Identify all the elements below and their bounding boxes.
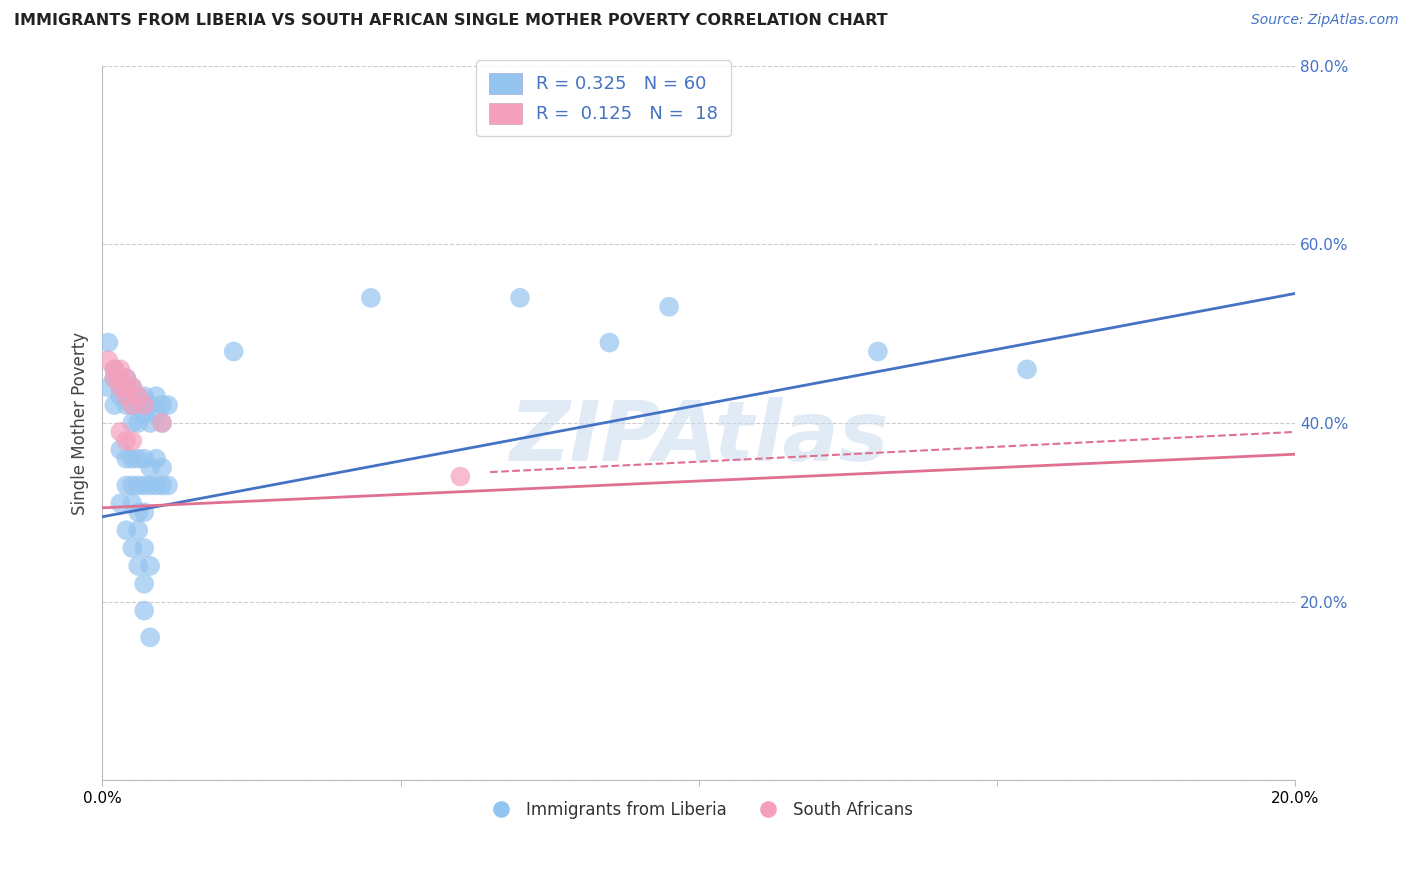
Point (222, 344, 245, 359)
Point (110, 371, 132, 385)
Point (121, 541, 143, 555)
Point (115, 398, 138, 412)
Point (103, 371, 125, 385)
Point (127, 478, 149, 492)
Point (115, 371, 138, 385)
Point (115, 434, 138, 448)
Point (150, 460, 173, 475)
Point (115, 451, 138, 466)
Point (103, 371, 125, 385)
Point (110, 380, 132, 394)
Point (139, 478, 162, 492)
Point (145, 407, 167, 421)
Point (157, 478, 180, 492)
Point (110, 380, 132, 394)
Point (110, 496, 132, 510)
Point (127, 505, 149, 519)
Point (1015, 362, 1038, 376)
Point (145, 478, 167, 492)
Point (150, 398, 173, 412)
Point (134, 451, 156, 466)
Point (121, 380, 143, 394)
Point (127, 558, 149, 573)
Point (134, 398, 156, 412)
Point (127, 523, 149, 537)
Point (127, 451, 149, 466)
Point (139, 416, 162, 430)
Point (139, 631, 162, 645)
Point (139, 558, 162, 573)
Point (134, 407, 156, 421)
Point (121, 416, 143, 430)
Point (134, 398, 156, 412)
Point (121, 389, 143, 403)
Point (360, 291, 382, 305)
Point (115, 380, 138, 394)
Point (150, 416, 173, 430)
Y-axis label: Single Mother Poverty: Single Mother Poverty (72, 332, 89, 515)
Point (97, 335, 120, 350)
Point (103, 398, 125, 412)
Point (121, 451, 143, 466)
Point (157, 398, 180, 412)
Point (110, 389, 132, 403)
Point (115, 523, 138, 537)
Point (121, 434, 143, 448)
Point (134, 603, 156, 617)
Point (145, 389, 167, 403)
Text: ZIPAtlas: ZIPAtlas (509, 397, 889, 478)
Point (598, 335, 620, 350)
Point (127, 389, 149, 403)
Point (97, 380, 120, 394)
Point (139, 460, 162, 475)
Point (658, 300, 681, 314)
Point (134, 478, 156, 492)
Point (127, 389, 149, 403)
Point (103, 362, 125, 376)
Point (115, 380, 138, 394)
Point (145, 451, 167, 466)
Point (121, 398, 143, 412)
Point (115, 389, 138, 403)
Point (134, 541, 156, 555)
Point (121, 380, 143, 394)
Point (121, 496, 143, 510)
Point (449, 469, 471, 483)
Text: IMMIGRANTS FROM LIBERIA VS SOUTH AFRICAN SINGLE MOTHER POVERTY CORRELATION CHART: IMMIGRANTS FROM LIBERIA VS SOUTH AFRICAN… (14, 13, 887, 29)
Point (509, 291, 531, 305)
Point (121, 398, 143, 412)
Point (134, 389, 156, 403)
Point (103, 362, 125, 376)
Point (134, 576, 156, 591)
Point (866, 344, 889, 359)
Point (134, 505, 156, 519)
Legend: Immigrants from Liberia, South Africans: Immigrants from Liberia, South Africans (478, 794, 920, 826)
Point (110, 371, 132, 385)
Point (150, 478, 173, 492)
Point (115, 371, 138, 385)
Point (150, 416, 173, 430)
Point (139, 398, 162, 412)
Point (110, 425, 132, 439)
Point (127, 416, 149, 430)
Point (121, 478, 143, 492)
Point (97, 353, 120, 368)
Point (110, 362, 132, 376)
Point (127, 398, 149, 412)
Text: Source: ZipAtlas.com: Source: ZipAtlas.com (1251, 13, 1399, 28)
Point (115, 478, 138, 492)
Point (110, 442, 132, 457)
